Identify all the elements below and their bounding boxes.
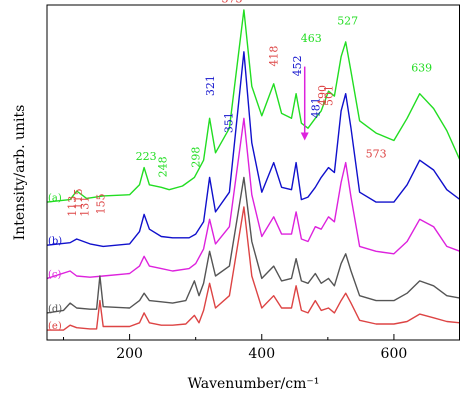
peak-label-351: 351 bbox=[223, 112, 236, 133]
x-ticks-group: 200 400 600 bbox=[63, 334, 460, 362]
series-group: (a) (b) (c) (d) (e) bbox=[46, 9, 460, 332]
x-axis-title: Wavenumber/cm⁻¹ bbox=[188, 376, 320, 392]
peak-label-490: 490 bbox=[316, 85, 329, 106]
series-label-c: (c) bbox=[48, 269, 62, 280]
series-label-a: (a) bbox=[48, 193, 62, 204]
peak-label-481: 481 bbox=[309, 97, 322, 118]
arrow-head bbox=[300, 132, 309, 141]
peak-label-418: 418 bbox=[268, 46, 281, 67]
series-label-b: (b) bbox=[48, 236, 62, 247]
peak-label-452: 452 bbox=[291, 55, 304, 76]
plot-frame bbox=[46, 4, 460, 341]
series-line-a bbox=[46, 9, 460, 203]
peak-label-501: 501 bbox=[323, 85, 336, 106]
peak-label-463: 463 bbox=[301, 32, 322, 45]
x-tick-label-200: 200 bbox=[116, 346, 143, 362]
peak-label-131: 131 bbox=[79, 196, 92, 217]
peak-label-527: 527 bbox=[337, 15, 358, 28]
peak-label-321: 321 bbox=[204, 75, 217, 96]
peak-label-113: 113 bbox=[66, 196, 79, 217]
peak-label-298: 298 bbox=[190, 147, 203, 168]
peak-label-155: 155 bbox=[95, 193, 108, 214]
series-line-e bbox=[47, 206, 460, 331]
series-label-e: (e) bbox=[48, 321, 62, 332]
series-line-b bbox=[46, 51, 460, 248]
series-label-d: (d) bbox=[48, 304, 62, 315]
arrow-group bbox=[300, 66, 309, 141]
peak-label-248: 248 bbox=[157, 156, 170, 177]
series-line-c bbox=[46, 117, 460, 280]
y-axis-title: Intensity/arb. units bbox=[12, 105, 28, 241]
peak-label-223: 223 bbox=[136, 150, 157, 163]
peak-label-115: 115 bbox=[72, 188, 85, 209]
peak-label-573: 573 bbox=[366, 148, 387, 161]
series-line-d bbox=[46, 176, 460, 314]
peak-label-639: 639 bbox=[411, 62, 432, 75]
peak-label-373: 373 bbox=[222, 0, 243, 6]
x-tick-label-600: 600 bbox=[381, 346, 408, 362]
x-tick-label-400: 400 bbox=[248, 346, 275, 362]
